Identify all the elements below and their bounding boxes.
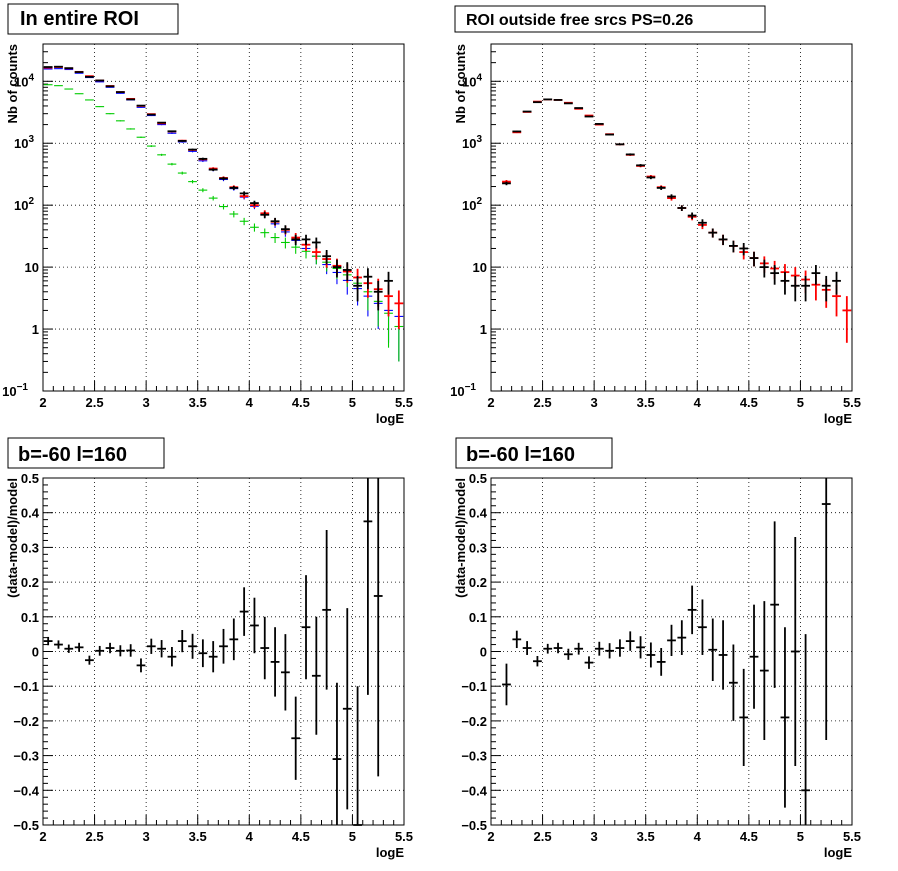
y-tick-label: 1: [32, 322, 39, 337]
y-tick-label: 104: [14, 72, 34, 89]
chart-panel-4: 2 2.5 3 3.5 4 4.5 5 5.5 −0.5 −0.4 −0.3 −0.2 −0.1 0 0.1…: [453, 437, 861, 860]
x-tick-label: 2: [487, 395, 494, 410]
x-tick-label: 3.5: [637, 395, 655, 410]
y-axis-title: Nb of counts: [5, 44, 20, 123]
y-tick-label: 1: [480, 322, 487, 337]
plot-frame: [490, 43, 853, 392]
y-tick-label: −0.2: [13, 714, 39, 729]
x-tick-label: 2: [487, 829, 494, 844]
y-tick-label: −0.4: [461, 783, 487, 798]
plot-frame: [42, 43, 405, 392]
x-tick-label: 4: [246, 829, 254, 844]
x-axis-title: logE: [824, 411, 852, 426]
series-2: [43, 84, 404, 362]
y-axis-title: (data-model)/model: [5, 478, 20, 598]
y-tick-label: 10: [25, 260, 39, 275]
x-tick-label: 3: [143, 395, 150, 410]
x-tick-label: 4.5: [740, 829, 758, 844]
y-axis-title: (data-model)/model: [453, 478, 468, 598]
x-tick-label: 5.5: [843, 395, 861, 410]
x-tick-label: 3.5: [637, 829, 655, 844]
panel-title-box: [7, 437, 165, 469]
y-tick-label: 10−1: [2, 382, 28, 399]
x-tick-label: 3: [591, 395, 598, 410]
y-tick-label: −0.4: [13, 783, 39, 798]
x-tick-label: 3.5: [189, 395, 207, 410]
panel-title: b=-60 l=160: [18, 444, 127, 466]
x-tick-label: 4: [246, 395, 254, 410]
y-tick-label: 0.5: [21, 471, 39, 486]
x-tick-label: 4.5: [740, 395, 758, 410]
x-tick-label: 4: [694, 829, 702, 844]
series-1: [43, 68, 404, 362]
x-tick-label: 2.5: [534, 395, 552, 410]
x-tick-label: 2.5: [534, 829, 552, 844]
y-tick-label: 0: [32, 645, 39, 660]
x-tick-label: 2: [39, 395, 46, 410]
x-tick-label: 5.5: [843, 829, 861, 844]
series-4: [43, 65, 393, 311]
y-tick-label: 0.2: [21, 575, 39, 590]
y-tick-label: −0.5: [461, 818, 487, 833]
x-tick-label: 5: [349, 829, 356, 844]
panel-title-box: [7, 3, 179, 35]
y-tick-label: 103: [14, 134, 34, 151]
panel-title: In entire ROI: [20, 8, 139, 30]
panel-title-box: [455, 437, 613, 469]
x-tick-label: 4.5: [292, 395, 310, 410]
y-tick-label: 0.3: [21, 540, 39, 555]
panel-title: b=-60 l=160: [466, 444, 575, 466]
x-tick-label: 2: [39, 829, 46, 844]
y-tick-label: −0.5: [13, 818, 39, 833]
y-tick-label: −0.1: [13, 679, 39, 694]
y-tick-label: 0.3: [469, 540, 487, 555]
y-tick-label: 0.4: [21, 506, 40, 521]
panel-title: ROI outside free srcs PS=0.26: [466, 12, 693, 29]
chart-panel-3: 2 2.5 3 3.5 4 4.5 5 5.5 −0.5 −0.4 −0.3 −0.2 −0.1 0 0.1…: [5, 437, 413, 860]
x-tick-label: 2.5: [86, 829, 104, 844]
x-axis-title: logE: [824, 845, 852, 860]
y-tick-label: 0.1: [21, 610, 39, 625]
series-1: [502, 98, 852, 343]
x-tick-label: 4.5: [292, 829, 310, 844]
y-tick-label: 0.1: [469, 610, 487, 625]
y-tick-label: 10: [473, 260, 487, 275]
series-1: [502, 478, 831, 825]
chart-panel-2: 2 2.5 3 3.5 4 4.5 5 5.5 10−1 1 10 102 103 104 logE Nb o…: [450, 5, 861, 426]
series-2: [502, 98, 841, 302]
x-axis-title: logE: [376, 845, 404, 860]
x-tick-label: 3: [591, 829, 598, 844]
panel-title-box: [454, 5, 766, 33]
x-tick-label: 2.5: [86, 395, 104, 410]
y-tick-label: 0.2: [469, 575, 487, 590]
x-tick-label: 5.5: [395, 829, 413, 844]
y-tick-label: 102: [462, 196, 482, 213]
x-tick-label: 5.5: [395, 395, 413, 410]
y-tick-label: −0.3: [461, 749, 487, 764]
y-tick-label: −0.2: [461, 714, 487, 729]
chart-panel-1: 2 2.5 3 3.5 4 4.5 5 5.5 10−1 1 10 102 103 104 logE Nb o…: [2, 3, 413, 426]
x-tick-label: 4: [694, 395, 702, 410]
x-tick-label: 5: [797, 395, 804, 410]
y-tick-label: 0: [480, 645, 487, 660]
y-tick-label: −0.3: [13, 749, 39, 764]
y-tick-label: 10−1: [450, 382, 476, 399]
x-tick-label: 5: [349, 395, 356, 410]
y-tick-label: 102: [14, 196, 34, 213]
y-axis-title: Nb of counts: [453, 44, 468, 123]
y-tick-label: 0.4: [469, 506, 488, 521]
x-tick-label: 3.5: [189, 829, 207, 844]
series-1: [43, 478, 383, 826]
x-tick-label: 3: [143, 829, 150, 844]
x-tick-label: 5: [797, 829, 804, 844]
x-axis-title: logE: [376, 411, 404, 426]
y-tick-label: 0.5: [469, 471, 487, 486]
y-tick-label: −0.1: [461, 679, 487, 694]
y-tick-label: 104: [462, 72, 482, 89]
y-tick-label: 103: [462, 134, 482, 151]
